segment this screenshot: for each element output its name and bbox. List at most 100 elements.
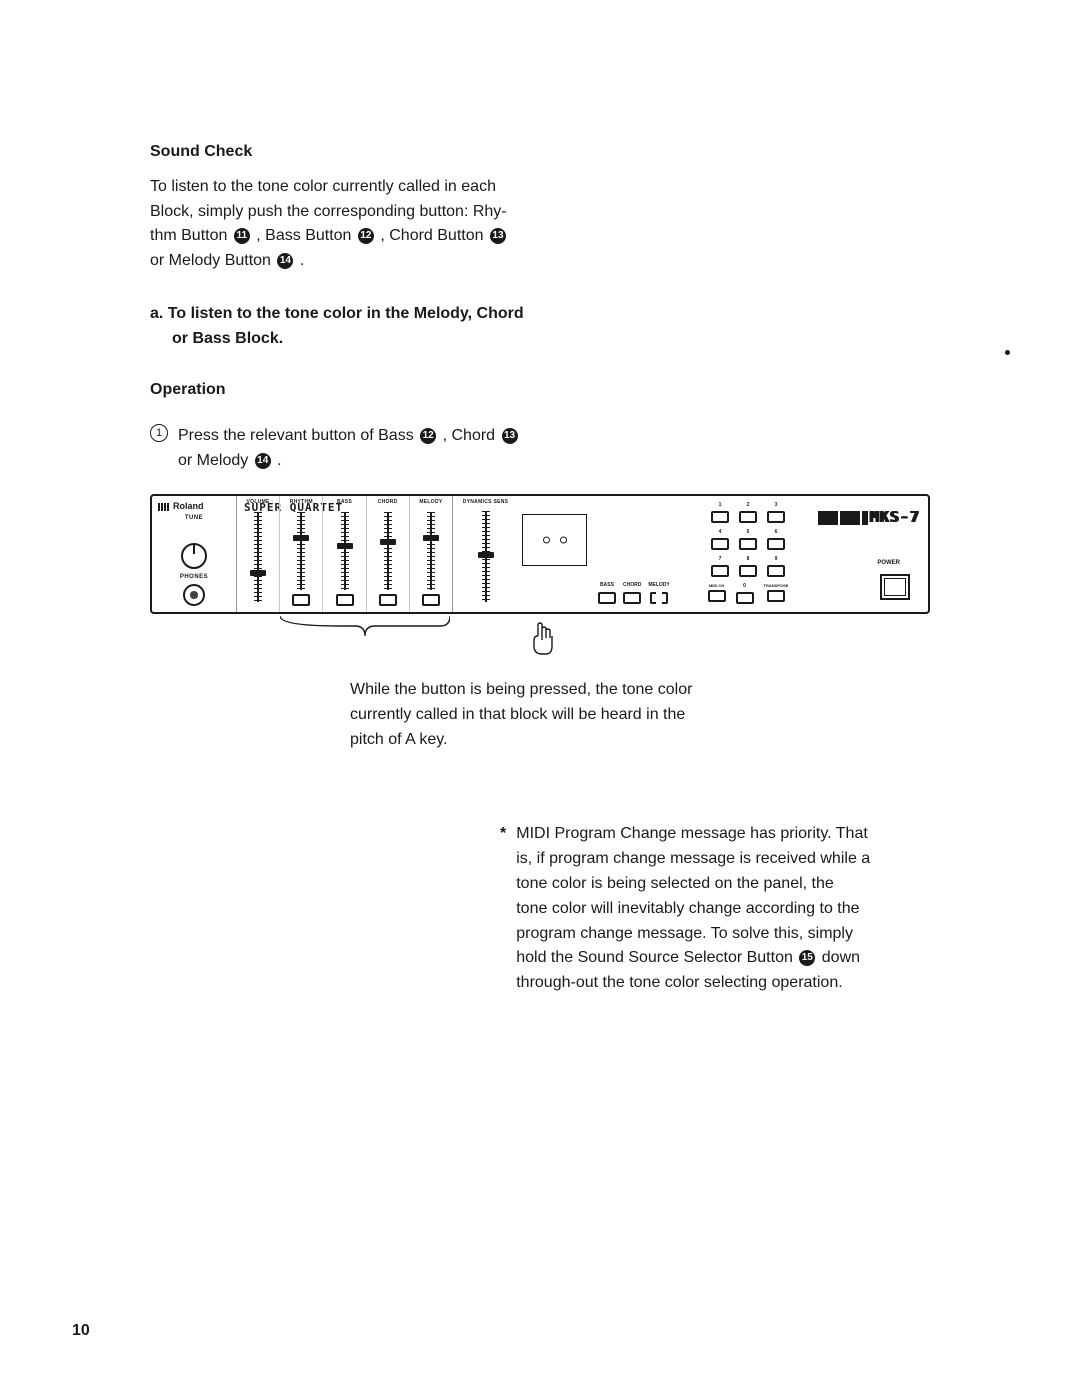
text: is, if program change message is receive… (516, 850, 870, 867)
numrow: 1 2 3 (689, 502, 807, 523)
text: , Chord Button (380, 227, 488, 244)
slider-label: MELODY (419, 499, 442, 509)
text: . (277, 452, 281, 469)
sel-label: CHORD (623, 582, 641, 590)
num-label: 3 (775, 502, 778, 510)
text: pitch of A key. (350, 731, 448, 748)
phones-jack-icon (183, 584, 205, 606)
mks7-panel: SUPER QUARTET Roland TUNE PHONES VOLUME (150, 494, 930, 614)
step-1: 1 Press the relevant button of Bass 12 ,… (150, 424, 670, 474)
melody-button-icon (422, 594, 440, 606)
slider-label: CHORD (378, 499, 398, 509)
sel-button-icon (598, 592, 616, 604)
num-button-icon (711, 511, 729, 523)
num-button-icon (736, 592, 754, 604)
asterisk-icon: * (500, 822, 506, 996)
brand-row: Roland (158, 500, 230, 514)
manual-page: Sound Check To listen to the tone color … (0, 0, 1080, 1392)
slider-label: RHYTHM (290, 499, 313, 509)
slider-volume: VOLUME (237, 496, 280, 612)
sel-button-icon (623, 592, 641, 604)
slider-section: VOLUME RHYTHM BASS CHORD (237, 496, 453, 612)
badge-seg-icon (840, 511, 860, 525)
ref-badge-15: 15 (799, 950, 815, 966)
tune-knob-icon (181, 543, 207, 569)
section-title: Sound Check (150, 140, 670, 165)
front-panel-diagram: SUPER QUARTET Roland TUNE PHONES VOLUME (150, 494, 930, 648)
intro-paragraph: To listen to the tone color currently ca… (150, 175, 670, 274)
ref-badge-11: 11 (234, 228, 250, 244)
sel-label: BASS (600, 582, 614, 590)
text: program change message. To solve this, s… (516, 925, 853, 942)
num-label: 7 (719, 556, 722, 564)
rhythm-button-icon (292, 594, 310, 606)
numrow: 7 8 9 (689, 556, 807, 577)
sel-melody: MELODY (648, 582, 669, 604)
power-label: POWER (877, 559, 900, 568)
num-label: 9 (775, 556, 778, 564)
bass-button-icon (336, 594, 354, 606)
tune-label: TUNE (185, 514, 203, 523)
ref-badge-14: 14 (277, 253, 293, 269)
numrow: 4 5 6 (689, 529, 807, 550)
num-label: 8 (747, 556, 750, 564)
text: hold the Sound Source Selector Button (516, 949, 797, 966)
display-dots-icon (543, 536, 567, 543)
num-button-icon (711, 538, 729, 550)
text: While the button is being pressed, the t… (350, 681, 692, 698)
num-button-icon (711, 565, 729, 577)
num-label: MIDI CH (709, 583, 724, 589)
text: or Melody (178, 452, 253, 469)
text: tone color is being selected on the pane… (516, 875, 834, 892)
brand-bars-icon (158, 503, 169, 511)
stray-dot (1005, 350, 1010, 355)
num-label: TRANSPOSE (764, 583, 789, 589)
ref-badge-13: 13 (502, 428, 518, 444)
num-button-icon (708, 590, 726, 602)
num-label: 2 (747, 502, 750, 510)
panel-left-section: Roland TUNE PHONES (152, 496, 237, 612)
panel-right-section: MKS-7 POWER (813, 496, 928, 612)
slider-melody: MELODY (410, 496, 452, 612)
text: , Chord (443, 427, 500, 444)
left-column: Sound Check To listen to the tone color … (150, 140, 670, 474)
slider-track-icon (427, 512, 435, 590)
ref-badge-12: 12 (420, 428, 436, 444)
power-button-icon (880, 574, 910, 600)
sens-label: DYNAMICS SENS (463, 499, 509, 509)
mid-paragraph: While the button is being pressed, the t… (350, 678, 810, 752)
text: . (300, 252, 304, 269)
dynamics-sens-section: DYNAMICS SENS (453, 496, 518, 612)
num-button-icon (767, 511, 785, 523)
slider-label: VOLUME (247, 499, 270, 509)
operation-heading: Operation (150, 378, 670, 403)
num-button-icon (767, 590, 785, 602)
subsection-a: a. To listen to the tone color in the Me… (150, 302, 670, 352)
model-text: MKS-7 (870, 506, 920, 529)
brand-text: Roland (173, 500, 204, 514)
brace-icon (280, 614, 450, 648)
note-body: MIDI Program Change message has priority… (516, 822, 870, 996)
text: currently called in that block will be h… (350, 706, 685, 723)
slider-label: BASS (337, 499, 352, 509)
num-label: 1 (719, 502, 722, 510)
chord-button-icon (379, 594, 397, 606)
ref-badge-13: 13 (490, 228, 506, 244)
text: a. To listen to the tone color in the Me… (150, 305, 524, 322)
page-number: 10 (72, 1319, 90, 1344)
text: through-out the tone color selecting ope… (516, 974, 842, 991)
brace-callout (280, 614, 450, 648)
display-frame (522, 514, 587, 566)
numrow: MIDI CH 0 TRANSPOSE (689, 583, 807, 604)
ref-badge-12: 12 (358, 228, 374, 244)
number-pad: 1 2 3 4 5 6 7 8 9 MIDI CH 0 TRANSPOS (683, 496, 813, 612)
text: To listen to the tone color currently ca… (150, 178, 496, 195)
slider-track-icon (384, 512, 392, 590)
sel-label: MELODY (648, 582, 669, 590)
sel-button-icon (650, 592, 668, 604)
num-label: 6 (775, 529, 778, 537)
badge-seg-icon (862, 511, 868, 525)
text: Press the relevant button of Bass (178, 427, 418, 444)
slider-bass: BASS (323, 496, 366, 612)
text: thm Button (150, 227, 232, 244)
